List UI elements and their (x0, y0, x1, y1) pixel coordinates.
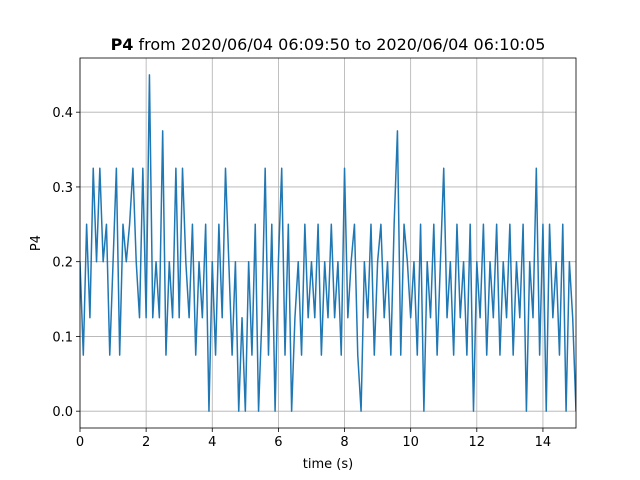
y-tick-label: 0.3 (52, 181, 73, 196)
data-line (80, 74, 576, 412)
x-axis-label: time (s) (303, 457, 353, 472)
y-tick-label: 0.0 (52, 405, 73, 420)
x-tick-label: 8 (340, 435, 348, 450)
title-bold: P4 (111, 35, 134, 54)
y-tick-label: 0.1 (52, 330, 73, 345)
x-tick-label: 6 (274, 435, 282, 450)
y-tick-label: 0.2 (52, 256, 73, 271)
x-tick-label: 12 (469, 435, 486, 450)
chart-title: P4 from 2020/06/04 06:09:50 to 2020/06/0… (111, 35, 546, 54)
x-tick-label: 0 (76, 435, 84, 450)
x-tick-label: 14 (535, 435, 552, 450)
plot-frame (79, 57, 577, 429)
y-tick-label: 0.4 (52, 106, 73, 121)
title-rest: from 2020/06/04 06:09:50 to 2020/06/04 0… (139, 35, 546, 54)
y-axis-label: P4 (29, 235, 44, 251)
x-tick-label: 4 (208, 435, 216, 450)
x-tick-label: 2 (142, 435, 150, 450)
x-tick-label: 10 (402, 435, 419, 450)
